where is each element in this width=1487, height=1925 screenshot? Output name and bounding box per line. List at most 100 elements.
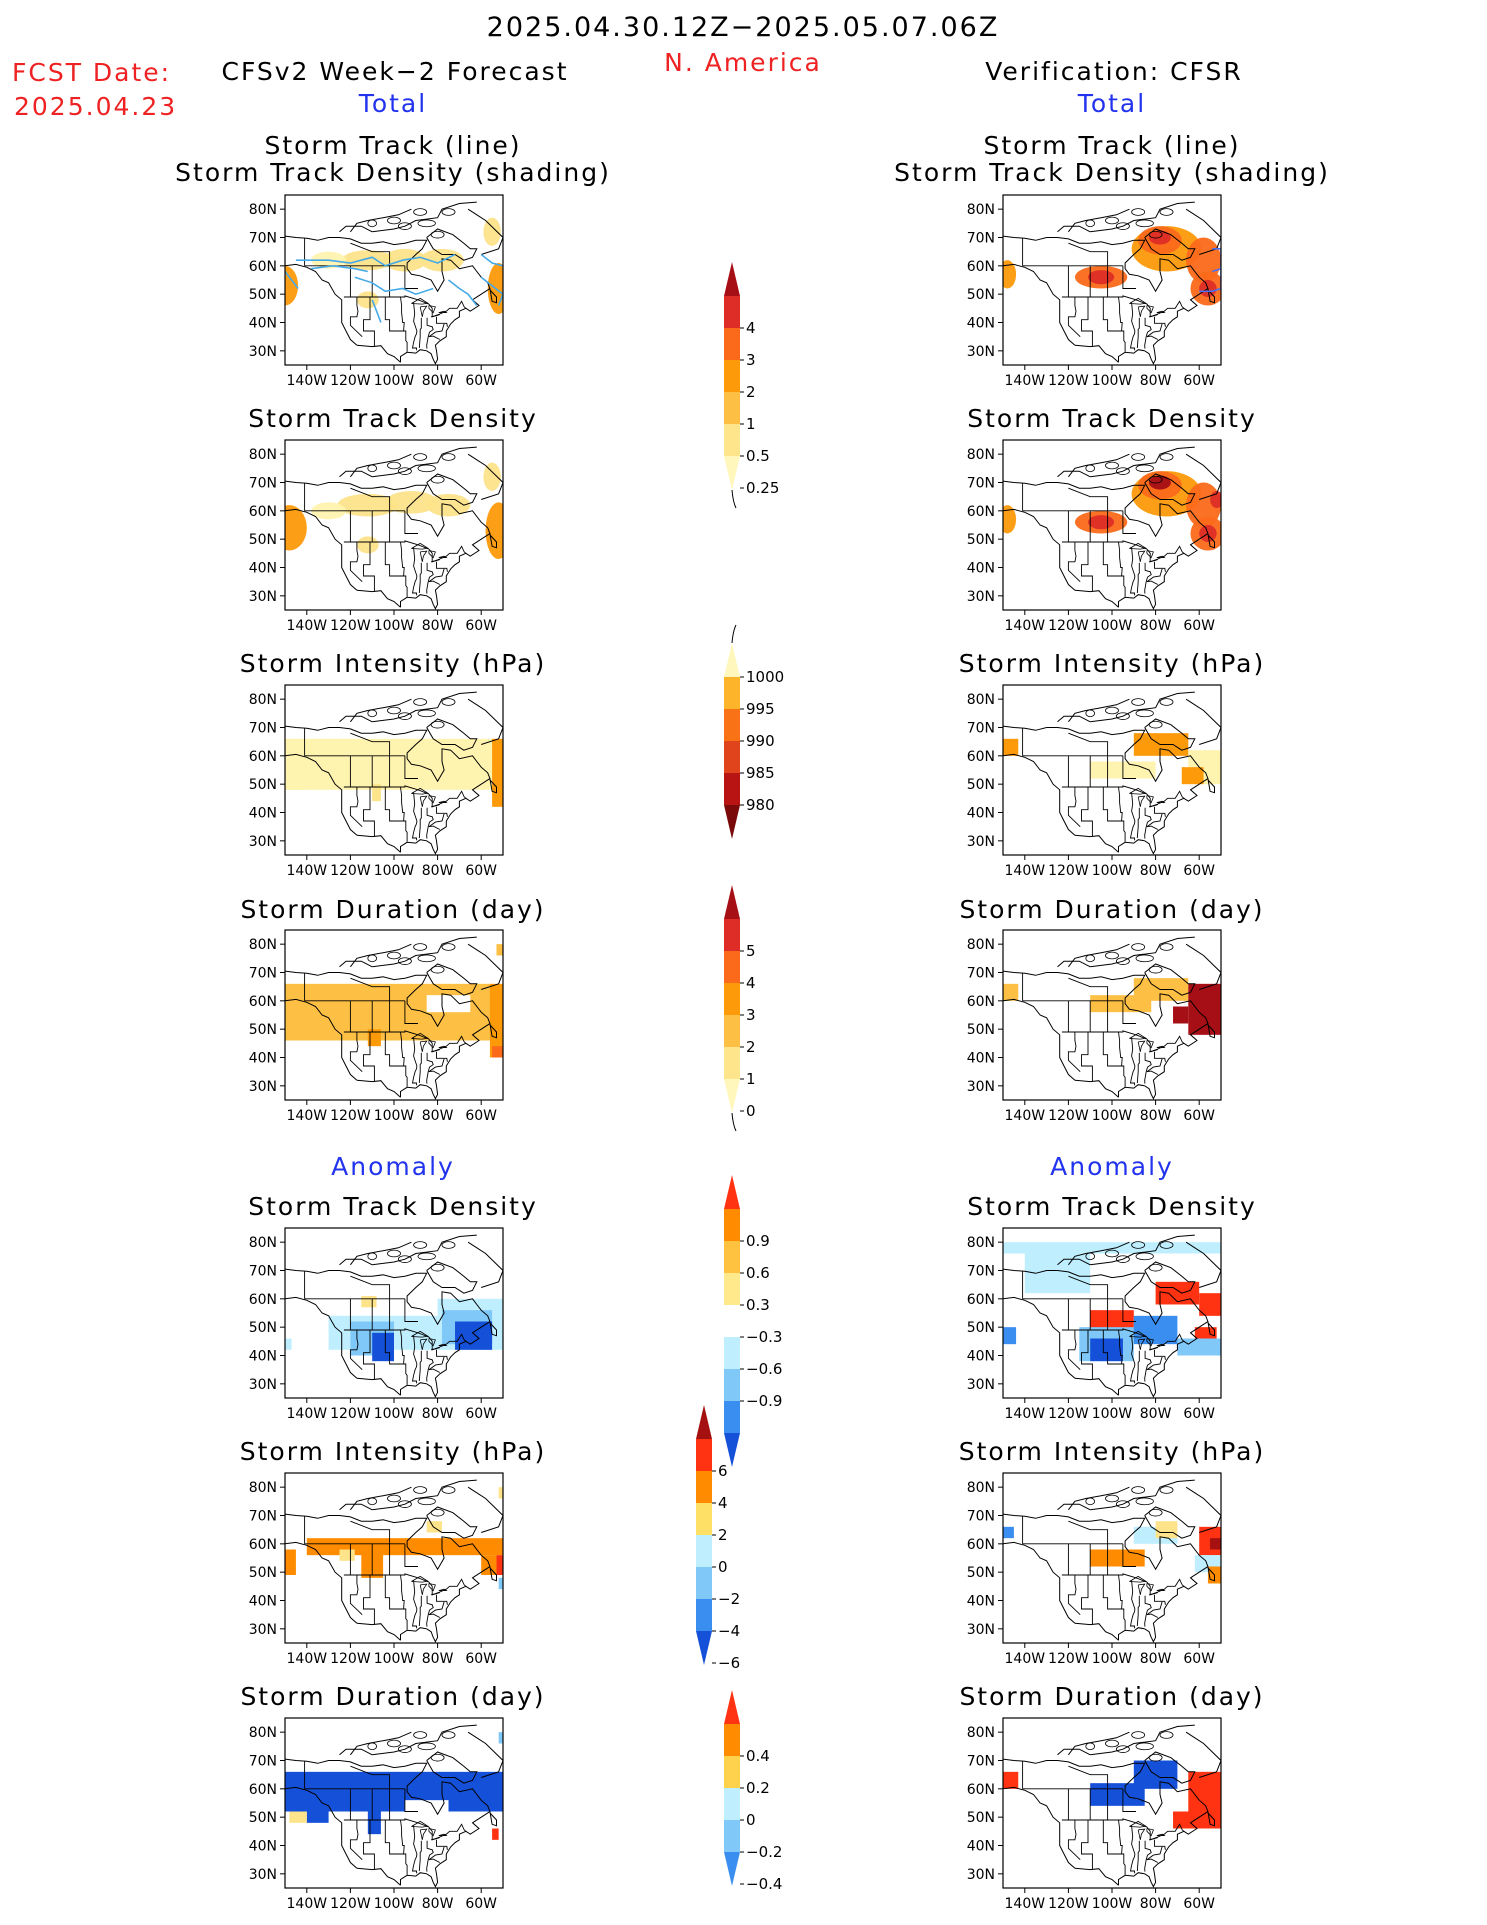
storm-track-line xyxy=(480,253,503,267)
lat-tick-label: 70N xyxy=(967,1509,995,1525)
island-outline xyxy=(397,1500,412,1508)
colorbar-box xyxy=(724,1724,740,1756)
shading-cell xyxy=(289,1811,307,1823)
coastline xyxy=(1003,235,1209,365)
lon-tick-label: 140W xyxy=(1005,618,1046,634)
lat-tick-label: 40N xyxy=(967,1839,995,1855)
coastline xyxy=(339,1748,373,1756)
colorbar-intensity: 1000 995 990 985 980 xyxy=(724,624,784,839)
coastline xyxy=(1068,1241,1130,1266)
island-outline xyxy=(1115,957,1130,965)
coastline xyxy=(1144,1751,1196,1784)
coastline xyxy=(350,698,412,723)
coastline xyxy=(285,970,491,1100)
shading-cell xyxy=(1210,1538,1221,1550)
island-outline xyxy=(413,453,428,461)
shading-cell xyxy=(367,1029,381,1047)
lake-outline xyxy=(1129,1820,1147,1828)
coastline xyxy=(1057,960,1091,968)
lake-outline xyxy=(1129,787,1147,795)
lake-outline xyxy=(1149,1049,1158,1053)
coastline xyxy=(1057,1503,1091,1511)
lake-outline xyxy=(431,314,440,318)
lon-tick-label: 60W xyxy=(465,1108,497,1124)
lake-outline xyxy=(1129,542,1147,550)
island-outline xyxy=(1159,208,1174,216)
shading-cell xyxy=(1090,1338,1123,1362)
border-line xyxy=(1144,562,1152,594)
colorbar-label: 1 xyxy=(746,415,756,433)
lake-outline xyxy=(1137,795,1146,807)
island-outline xyxy=(441,1241,456,1249)
lat-tick-label: 80N xyxy=(967,937,995,953)
border-line xyxy=(1122,1000,1136,1024)
lat-tick-label: 70N xyxy=(249,476,277,492)
lat-tick-label: 30N xyxy=(967,1867,995,1883)
island-outline xyxy=(417,954,436,963)
colorbar-duration: 5 4 3 2 1 0 xyxy=(724,885,756,1132)
shading-cell xyxy=(498,1732,503,1744)
coastline xyxy=(1057,1748,1091,1756)
colorbar-label: 1000 xyxy=(746,668,784,686)
coastline xyxy=(1003,1758,1209,1888)
shading-blob xyxy=(285,505,307,551)
island-outline xyxy=(1085,1252,1095,1261)
colorbar-label: 2 xyxy=(746,1038,756,1056)
border-line xyxy=(363,1820,375,1870)
coastline xyxy=(489,1811,497,1827)
shading-cell xyxy=(498,1487,503,1499)
lake-outline xyxy=(438,1833,448,1836)
island-outline xyxy=(1135,464,1154,473)
lake-outline xyxy=(1146,795,1154,804)
border-line xyxy=(436,1349,448,1360)
island-outline xyxy=(1131,698,1146,706)
lake-outline xyxy=(1156,1588,1166,1591)
border-line xyxy=(1067,1032,1081,1073)
border-line xyxy=(349,542,363,583)
border-line xyxy=(1118,541,1123,577)
lat-tick-label: 70N xyxy=(967,231,995,247)
lon-tick-label: 120W xyxy=(330,1406,371,1422)
left-track-title-line1: Storm Track (line) xyxy=(264,131,522,160)
coastline xyxy=(356,834,401,853)
shading-blob xyxy=(483,217,501,246)
shading-cell xyxy=(426,1521,442,1533)
coastline xyxy=(1207,1321,1215,1337)
lon-tick-label: 100W xyxy=(1092,1406,1133,1422)
colorbar-label: 0.3 xyxy=(746,1296,770,1314)
lat-tick-label: 80N xyxy=(967,202,995,218)
lat-tick-label: 60N xyxy=(967,749,995,765)
border-line xyxy=(350,487,391,511)
border-line xyxy=(349,787,363,828)
colorbar-box xyxy=(724,1305,740,1337)
border-line xyxy=(400,1329,405,1365)
island-outline xyxy=(1105,461,1119,470)
island-outline xyxy=(1115,222,1130,230)
lat-tick-label: 70N xyxy=(967,1264,995,1280)
border-line xyxy=(384,787,408,842)
island-outline xyxy=(1105,1249,1119,1258)
coastline xyxy=(467,453,503,500)
colorbar-box xyxy=(724,951,740,983)
lat-tick-label: 70N xyxy=(249,231,277,247)
island-outline xyxy=(397,712,412,720)
lon-tick-label: 120W xyxy=(330,1896,371,1912)
left-density-title: Storm Track Density xyxy=(248,404,538,433)
island-outline xyxy=(367,954,377,963)
border-line xyxy=(384,1032,408,1087)
border-line xyxy=(426,1595,434,1627)
island-outline xyxy=(1085,1742,1095,1751)
island-outline xyxy=(1105,1494,1119,1503)
island-outline xyxy=(441,698,456,706)
lat-tick-label: 30N xyxy=(967,834,995,850)
island-outline xyxy=(1115,1745,1130,1753)
coastline xyxy=(1185,943,1221,990)
coastline xyxy=(489,1023,497,1039)
coastline xyxy=(1003,725,1209,855)
border-line xyxy=(1129,1335,1136,1384)
border-line xyxy=(1146,813,1163,830)
border-line xyxy=(1136,562,1140,594)
border-line xyxy=(428,1058,445,1075)
shading-cell xyxy=(489,983,503,1058)
coastline xyxy=(467,1241,503,1288)
